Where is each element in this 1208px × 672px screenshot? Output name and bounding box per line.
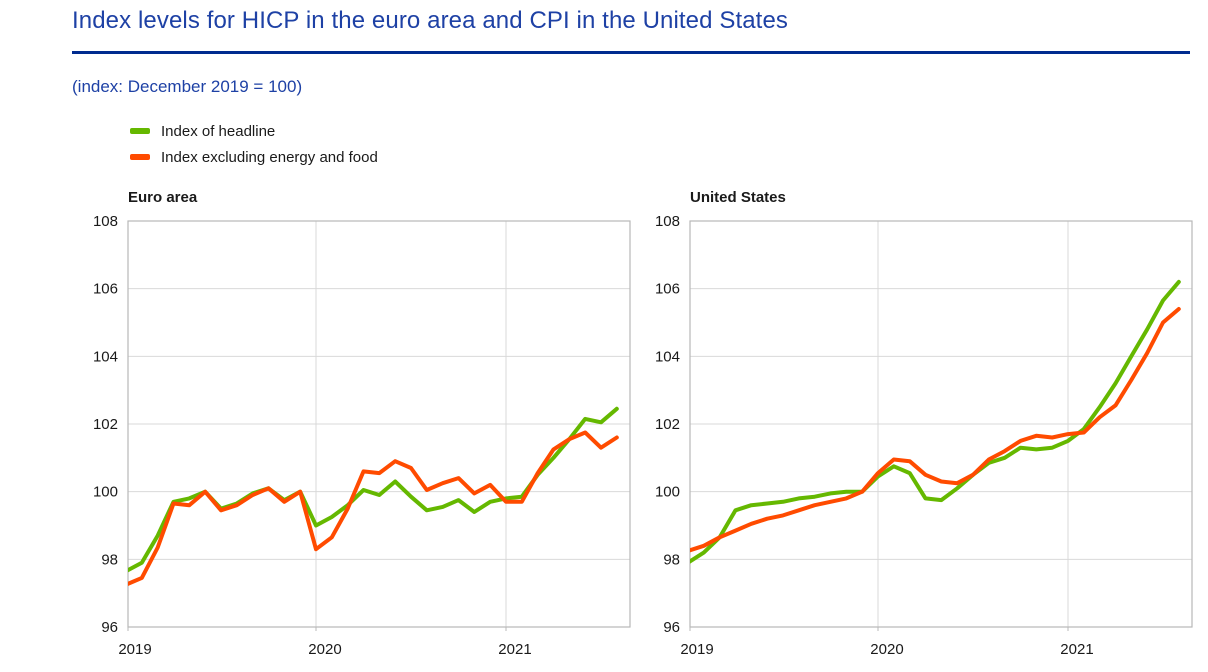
y-axis-label: 96 xyxy=(663,619,680,636)
x-axis-label: 2019 xyxy=(118,641,151,658)
y-axis-label: 104 xyxy=(655,348,680,365)
y-axis-label: 100 xyxy=(655,484,680,501)
legend-label-core: Index excluding energy and food xyxy=(161,148,378,166)
series-line-core xyxy=(128,430,619,587)
core-series-swatch-icon xyxy=(130,154,150,160)
panel-title: United States xyxy=(690,189,786,206)
x-axis-label: 2020 xyxy=(308,641,341,658)
y-axis-label: 106 xyxy=(655,281,680,298)
legend-item-headline: Index of headline xyxy=(130,118,378,144)
y-axis-label: 108 xyxy=(655,213,680,230)
series-line-headline xyxy=(690,279,1181,564)
x-axis-label: 2021 xyxy=(498,641,531,658)
legend-label-headline: Index of headline xyxy=(161,122,276,140)
y-axis-label: 108 xyxy=(93,213,118,230)
plot-border xyxy=(127,220,631,628)
united-states-chart: United States 96 98 100 102 104 106 108 2019 2020… xyxy=(622,183,1208,670)
headline-series-swatch-icon xyxy=(130,128,150,134)
euro-area-chart: Euro area 96 98 100 102 104 106 108 2019 2020 2021 xyxy=(60,183,638,670)
y-axis-label: 102 xyxy=(93,416,118,433)
y-axis-label: 102 xyxy=(655,416,680,433)
euro-area-plot: Euro area 96 98 100 102 104 106 108 2019 2020 2021 xyxy=(93,189,631,658)
gridlines xyxy=(689,221,1192,631)
series-line-core xyxy=(690,307,1181,553)
plot-border xyxy=(689,220,1193,628)
y-axis-label: 98 xyxy=(663,551,680,568)
title-rule xyxy=(72,51,1190,54)
chart-subtitle: (index: December 2019 = 100) xyxy=(72,77,303,96)
y-axis-label: 104 xyxy=(93,348,118,365)
series-line-headline xyxy=(128,406,619,573)
legend: Index of headline Index excluding energy… xyxy=(130,118,378,170)
y-axis-label: 106 xyxy=(93,281,118,298)
panel-title: Euro area xyxy=(128,189,198,206)
x-axis-label: 2019 xyxy=(680,641,713,658)
y-axis-label: 100 xyxy=(93,484,118,501)
y-axis-label: 98 xyxy=(101,551,118,568)
gridlines xyxy=(127,221,630,631)
legend-item-core: Index excluding energy and food xyxy=(130,144,378,170)
x-axis-label: 2021 xyxy=(1060,641,1093,658)
y-axis-label: 96 xyxy=(101,619,118,636)
united-states-plot: United States 96 98 100 102 104 106 108 2019 2020… xyxy=(655,189,1193,658)
x-axis-label: 2020 xyxy=(870,641,903,658)
page-title: Index levels for HICP in the euro area a… xyxy=(72,7,788,34)
